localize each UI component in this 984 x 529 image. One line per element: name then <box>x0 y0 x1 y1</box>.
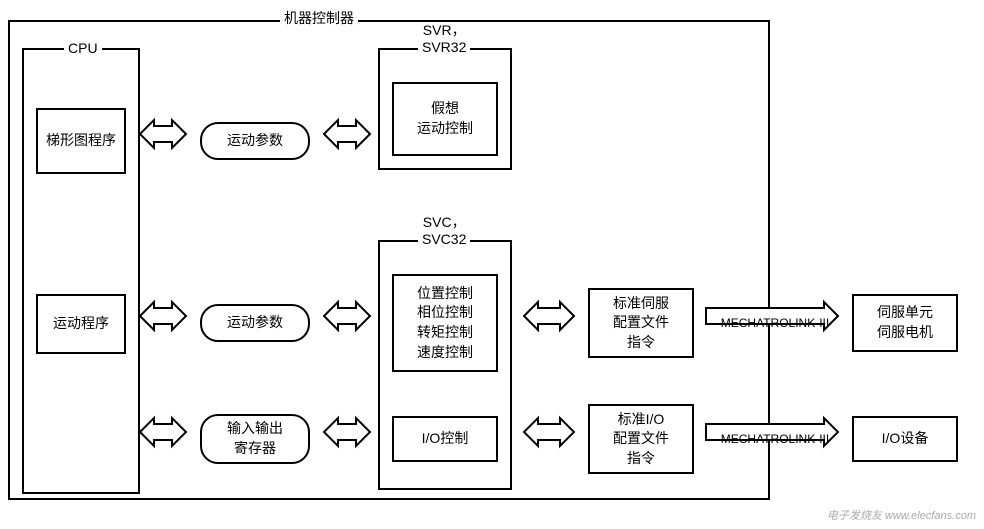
box-io-cmd: 标准I/O 配置文件 指令 <box>588 404 694 474</box>
box-motion-param-1: 运动参数 <box>200 122 310 160</box>
text-virtual-motion: 假想 运动控制 <box>417 99 473 138</box>
box-servo-unit: 伺服单元 伺服电机 <box>852 294 958 352</box>
text-motion-param-1: 运动参数 <box>227 131 283 151</box>
label-svr: SVR， SVR32 <box>418 22 470 56</box>
label-machine-controller: 机器控制器 <box>280 10 358 27</box>
box-virtual-motion: 假想 运动控制 <box>392 82 498 156</box>
box-motion-prog: 运动程序 <box>36 294 126 354</box>
box-ladder: 梯形图程序 <box>36 108 126 174</box>
label-cpu: CPU <box>64 40 102 57</box>
text-io-reg: 输入输出 寄存器 <box>227 419 283 458</box>
link-label-mechatrolink-1: MECHATROLINK-III <box>710 316 840 330</box>
box-motion-param-2: 运动参数 <box>200 304 310 342</box>
text-io-cmd: 标准I/O 配置文件 指令 <box>613 410 669 469</box>
box-svc-ctrl: 位置控制 相位控制 转矩控制 速度控制 <box>392 274 498 372</box>
text-svc-ctrl: 位置控制 相位控制 转矩控制 速度控制 <box>417 284 473 362</box>
text-ladder: 梯形图程序 <box>46 131 116 151</box>
box-io-ctrl: I/O控制 <box>392 416 498 462</box>
watermark: 电子发烧友 www.elecfans.com <box>827 507 976 523</box>
link-label-mechatrolink-2: MECHATROLINK-III <box>710 432 840 446</box>
box-io-reg: 输入输出 寄存器 <box>200 414 310 464</box>
text-motion-param-2: 运动参数 <box>227 313 283 333</box>
text-servo-cmd: 标准伺服 配置文件 指令 <box>613 294 669 353</box>
text-io-device: I/O设备 <box>882 429 929 449</box>
text-motion-prog: 运动程序 <box>53 314 109 334</box>
box-io-device: I/O设备 <box>852 416 958 462</box>
box-servo-cmd: 标准伺服 配置文件 指令 <box>588 288 694 358</box>
label-svc: SVC， SVC32 <box>418 214 470 248</box>
text-io-ctrl: I/O控制 <box>422 429 469 449</box>
text-servo-unit: 伺服单元 伺服电机 <box>877 303 933 342</box>
